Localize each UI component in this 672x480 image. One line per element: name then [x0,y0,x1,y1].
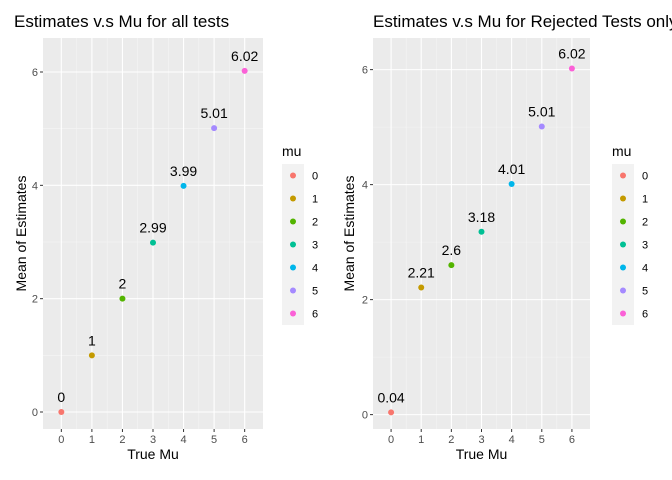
data-point [119,295,126,302]
legend-key [290,218,296,225]
legend: mu 0 1 2 3 4 5 6 [612,143,648,325]
chart-2: 0 1 2 3 4 5 6 0 2 4 6 0.04 2.21 2.6 3.18 4.01 5.01 6.02 Es… [341,12,672,462]
legend-label: 6 [642,309,648,321]
data-label: 2 [119,276,127,292]
x-tick-label: 2 [448,434,454,446]
x-axis-label: True Mu [127,446,179,462]
data-point [418,284,425,291]
data-point [241,67,248,74]
data-point [568,65,575,72]
chart-title: Estimates v.s Mu for all tests [14,12,229,31]
data-label: 2.99 [139,220,166,236]
y-tick-label: 2 [32,294,38,306]
data-point [538,123,545,130]
data-label: 6.02 [558,45,585,61]
legend-label: 0 [642,171,648,183]
x-tick-label: 6 [569,434,575,446]
data-label: 5.01 [200,105,227,121]
legend-key [290,287,296,294]
chart-title: Estimates v.s Mu for Rejected Tests only [373,12,672,31]
x-tick-label: 5 [539,434,545,446]
data-label: 3.18 [468,209,495,225]
legend: mu 0 1 2 3 4 5 6 [282,143,318,325]
legend-key [620,310,626,317]
y-tick-label: 4 [362,180,368,192]
y-tick-label: 6 [32,67,38,79]
y-tick-label: 2 [362,295,368,307]
data-point [88,352,95,359]
data-label: 4.01 [498,161,525,177]
legend-key [290,195,296,202]
legend-key [290,172,296,179]
legend-title: mu [282,143,301,159]
legend-label: 1 [642,194,648,206]
y-axis-label: Mean of Estimates [341,176,357,292]
legend-label: 5 [312,286,318,298]
y-axis-label: Mean of Estimates [13,176,29,292]
legend-key [620,287,626,294]
legend-key [290,310,296,317]
y-tick-label: 4 [32,180,38,192]
legend-label: 5 [642,286,648,298]
legend-key [290,264,296,271]
x-tick-label: 0 [58,434,64,446]
legend-title: mu [612,143,631,159]
x-tick-label: 4 [180,434,186,446]
data-label: 1 [88,332,96,348]
data-point [388,409,395,416]
data-point [478,228,485,235]
legend-key [620,195,626,202]
data-point [58,409,65,415]
legend-label: 1 [312,194,318,206]
x-tick-label: 3 [478,434,484,446]
legend-label: 2 [312,217,318,229]
data-label: 3.99 [170,163,197,179]
data-label: 0 [57,389,65,405]
data-point [211,125,218,132]
y-tick-label: 6 [362,65,368,77]
legend-key [620,172,626,179]
data-label: 0.04 [377,389,404,405]
data-label: 5.01 [528,104,555,120]
x-tick-label: 6 [242,434,248,446]
data-label: 2.6 [442,242,462,258]
legend-label: 4 [312,263,318,275]
data-label: 2.21 [408,265,435,281]
x-tick-label: 2 [119,434,125,446]
y-tick-label: 0 [32,407,38,419]
x-tick-label: 4 [509,434,515,446]
data-point [180,182,187,189]
legend-label: 4 [642,263,648,275]
x-tick-label: 0 [388,434,394,446]
x-tick-label: 3 [150,434,156,446]
legend-label: 3 [642,240,648,252]
x-tick-label: 1 [89,434,95,446]
x-axis-label: True Mu [456,446,508,462]
data-point [508,181,515,188]
legend-label: 6 [312,309,318,321]
legend-label: 0 [312,171,318,183]
x-tick-label: 5 [211,434,217,446]
data-label: 6.02 [231,48,258,64]
data-point [150,239,156,246]
x-tick-label: 1 [418,434,424,446]
legend-key [620,218,626,225]
legend-key [290,241,296,248]
chart-1: 0 1 2 3 4 5 6 0 2 4 6 0 1 2 2.99 3.99 5.01 6.02 Estimates … [13,12,318,462]
legend-key [620,241,626,248]
legend-key [620,264,626,271]
data-point [448,262,455,269]
legend-label: 2 [642,217,648,229]
y-tick-label: 0 [362,410,368,422]
legend-label: 3 [312,240,318,252]
